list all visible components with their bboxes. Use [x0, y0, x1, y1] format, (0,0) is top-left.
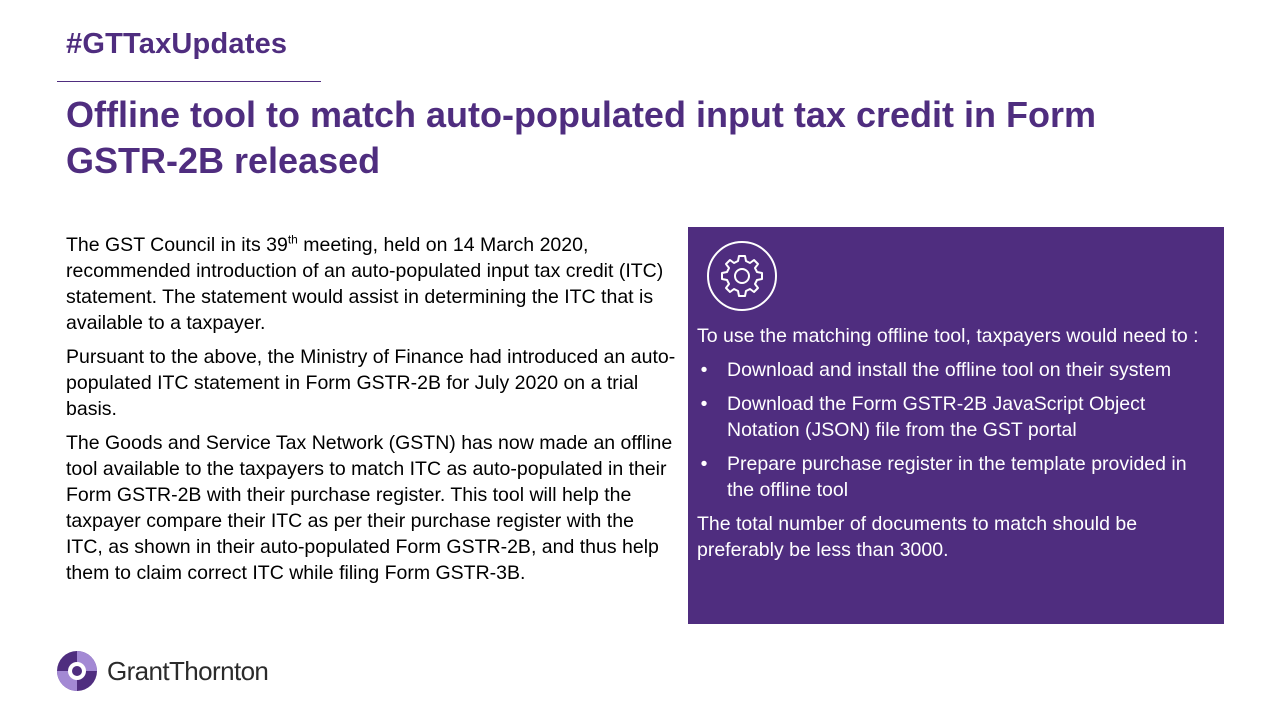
step-text: Download and install the offline tool on… — [727, 359, 1172, 381]
steps-panel: To use the matching offline tool, taxpay… — [688, 227, 1224, 624]
paragraph-gstn-tool: The Goods and Service Tax Network (GSTN)… — [66, 432, 673, 584]
gear-icon — [707, 241, 777, 311]
panel-intro: To use the matching offline tool, taxpay… — [697, 325, 1199, 347]
bullet-marker: • — [700, 393, 708, 415]
ordinal-superscript: th — [287, 232, 298, 247]
step-text: Prepare purchase register in the templat… — [727, 453, 1187, 501]
hashtag-heading: #GTTaxUpdates — [66, 28, 288, 60]
grant-thornton-logo: GrantThornton — [56, 650, 269, 692]
bullet-marker: • — [700, 453, 708, 475]
panel-closing: The total number of documents to match s… — [697, 513, 1138, 561]
paragraph-council-meeting: The GST Council in its 39th meeting, hel… — [66, 232, 676, 336]
left-body-text: The GST Council in its 39th meeting, hel… — [66, 232, 676, 594]
step-text: Download the Form GSTR-2B JavaScript Obj… — [727, 393, 1146, 441]
slide-title: Offline tool to match auto-populated inp… — [66, 94, 1096, 181]
list-item: • Download the Form GSTR-2B JavaScript Ob… — [697, 391, 1210, 443]
list-item: • Prepare purchase register in the templa… — [697, 451, 1210, 503]
steps-list: • Download and install the offline tool o… — [697, 357, 1210, 503]
paragraph-council-part2: meeting, held on 14 March 2020, recommen… — [66, 234, 664, 334]
paragraph-council-part1: The GST Council in its 39 — [66, 234, 288, 256]
bullet-marker: • — [700, 359, 708, 381]
logo-wordmark: GrantThornton — [107, 655, 269, 686]
list-item: • Download and install the offline tool o… — [697, 357, 1210, 383]
header-divider — [57, 81, 321, 82]
grant-thornton-logo-icon — [57, 651, 97, 691]
paragraph-ministry: Pursuant to the above, the Ministry of F… — [66, 346, 676, 420]
